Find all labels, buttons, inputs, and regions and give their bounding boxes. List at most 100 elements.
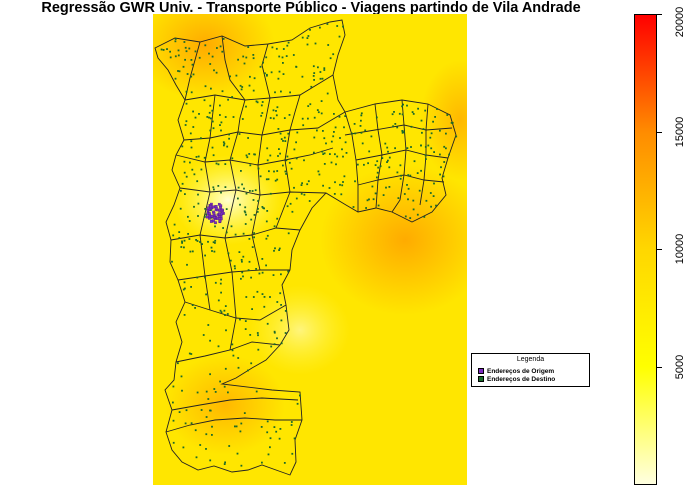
destination-point — [401, 105, 403, 108]
destination-point — [424, 109, 427, 112]
destination-point — [249, 190, 251, 192]
destination-point — [200, 409, 203, 411]
destination-point — [185, 120, 188, 123]
destination-point — [244, 328, 247, 330]
destination-point — [302, 124, 305, 127]
destination-point — [209, 339, 211, 342]
destination-point — [213, 188, 215, 191]
destination-point — [282, 48, 285, 50]
destination-point — [285, 55, 288, 57]
destination-point — [326, 23, 329, 25]
destination-point — [240, 88, 243, 91]
destination-point — [433, 182, 435, 185]
destination-point — [221, 90, 224, 93]
colorbar-tick — [657, 249, 662, 250]
destination-point — [360, 114, 363, 117]
destination-point — [286, 44, 289, 47]
destination-point — [191, 63, 194, 66]
destination-point — [241, 118, 244, 120]
destination-point — [190, 59, 193, 61]
destination-point — [179, 207, 182, 210]
destination-point — [245, 192, 248, 195]
destination-point — [278, 55, 281, 58]
destination-point — [282, 73, 285, 75]
destination-point — [180, 375, 183, 378]
colorbar-tick — [657, 367, 662, 368]
destination-point — [188, 238, 191, 240]
destination-point — [356, 163, 359, 166]
destination-point — [445, 147, 447, 150]
destination-point — [330, 161, 333, 164]
destination-point — [225, 208, 228, 210]
destination-point — [252, 199, 255, 201]
destination-point — [219, 380, 221, 383]
destination-point — [323, 152, 326, 155]
destination-point — [181, 242, 183, 244]
destination-point — [257, 334, 259, 337]
destination-point — [253, 232, 255, 234]
destination-point — [279, 152, 281, 155]
destination-point — [172, 385, 175, 388]
destination-point — [343, 126, 345, 129]
destination-point — [184, 46, 187, 49]
destination-point — [291, 210, 294, 213]
destination-point — [286, 155, 289, 158]
destination-point — [257, 167, 260, 170]
destination-point — [223, 463, 226, 465]
destination-point — [253, 236, 255, 239]
destination-point — [189, 250, 192, 253]
destination-point — [266, 73, 268, 76]
destination-point — [307, 105, 310, 107]
destination-point — [223, 309, 226, 312]
destination-point — [256, 332, 259, 334]
destination-point — [293, 148, 296, 151]
destination-point — [185, 50, 188, 53]
destination-point — [313, 136, 316, 139]
destination-point — [262, 61, 264, 64]
destination-point — [230, 225, 233, 228]
destination-point — [193, 173, 196, 176]
destination-point — [249, 164, 252, 167]
destination-point — [329, 153, 331, 155]
destination-point — [256, 211, 259, 213]
destination-point — [282, 62, 284, 64]
destination-point — [226, 145, 229, 148]
destination-point — [243, 187, 245, 190]
destination-point — [334, 126, 337, 129]
destination-point — [455, 135, 458, 138]
destination-point — [207, 240, 209, 243]
destination-point — [443, 161, 446, 163]
destination-point — [192, 126, 195, 128]
destination-point — [214, 391, 217, 393]
destination-point — [205, 390, 208, 393]
destination-point — [212, 154, 215, 157]
destination-point — [209, 373, 211, 376]
destination-point — [300, 184, 303, 186]
destination-point — [368, 150, 371, 153]
destination-point — [386, 146, 389, 149]
destination-point — [169, 56, 172, 59]
destination-point — [203, 99, 206, 102]
destination-point — [171, 260, 173, 263]
destination-point — [327, 44, 330, 46]
destination-point — [323, 67, 326, 70]
destination-point — [338, 35, 341, 38]
destination-point — [181, 182, 184, 185]
destination-point — [234, 425, 236, 428]
destination-point — [284, 170, 287, 173]
destination-point — [401, 113, 404, 116]
map-legend: Legenda Endereços de Origem Endereços de… — [471, 353, 590, 387]
destination-point — [269, 117, 272, 119]
destination-point — [299, 394, 301, 397]
destination-point — [269, 154, 272, 157]
destination-point — [215, 162, 218, 165]
destination-point — [363, 163, 365, 166]
origin-point — [208, 216, 211, 220]
destination-point — [420, 169, 422, 172]
destination-point — [219, 282, 222, 285]
destination-point — [266, 420, 269, 423]
destination-point — [177, 54, 180, 57]
destination-point — [318, 173, 321, 176]
destination-point — [273, 249, 275, 252]
destination-point — [198, 56, 201, 59]
